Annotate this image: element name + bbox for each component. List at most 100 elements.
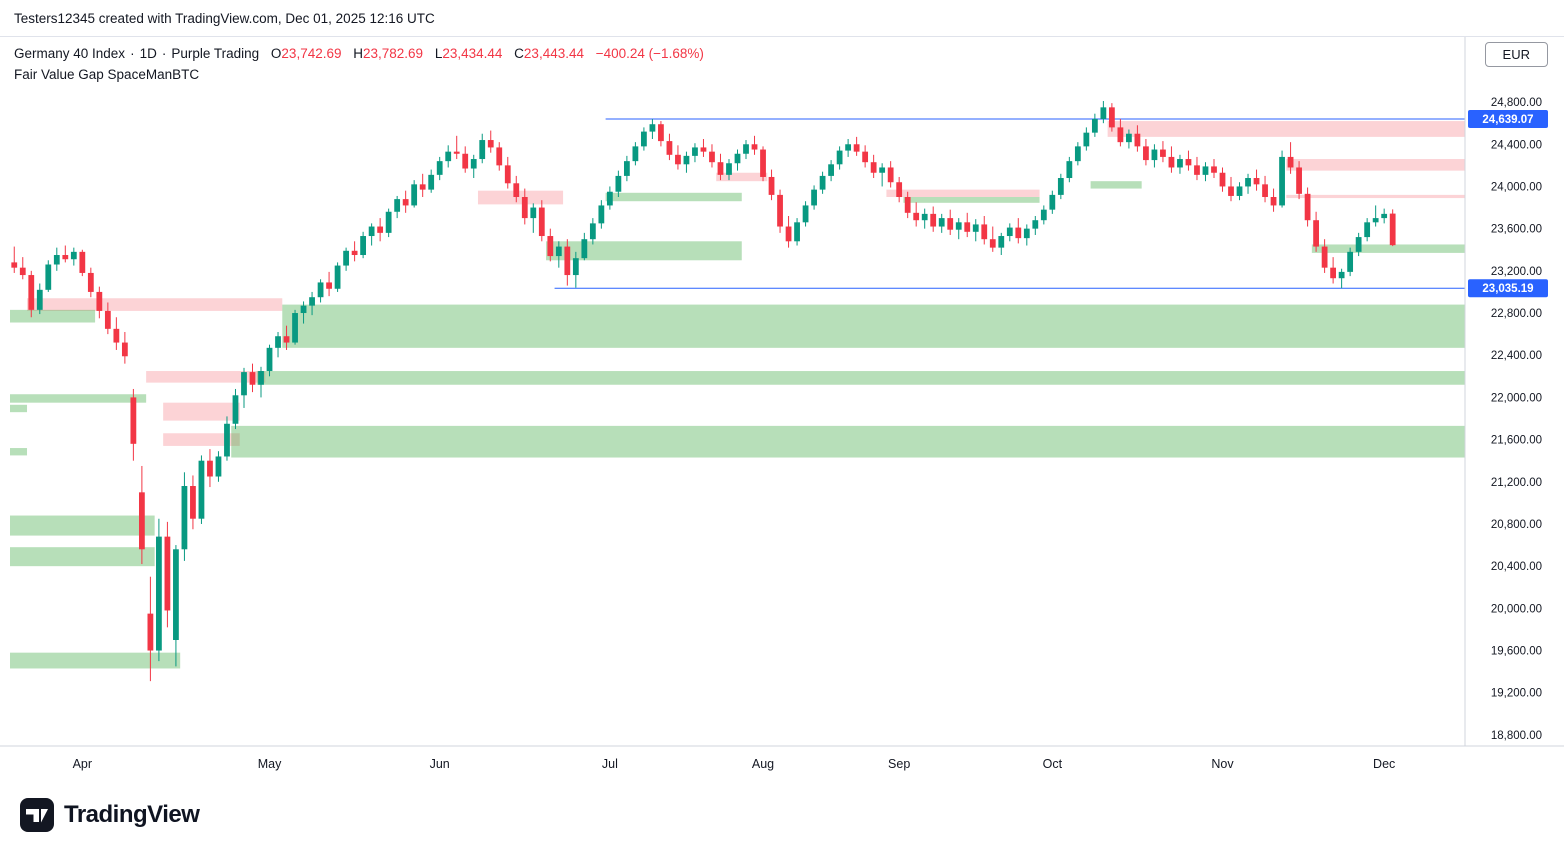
candle-body bbox=[1211, 166, 1217, 173]
candle-body bbox=[802, 205, 809, 223]
candle-body bbox=[1253, 178, 1260, 185]
candle-body bbox=[658, 124, 664, 142]
price-axis-label[interactable]: 20,400.00 bbox=[1491, 561, 1542, 573]
candle-body bbox=[1151, 149, 1158, 161]
candle-body bbox=[496, 147, 503, 166]
candle-body bbox=[777, 194, 783, 227]
price-axis-label[interactable]: 18,800.00 bbox=[1491, 730, 1542, 742]
candle-body bbox=[317, 282, 324, 298]
fvg-zone-bullish bbox=[231, 425, 1466, 458]
candle-body bbox=[819, 175, 826, 190]
price-axis-label[interactable]: 20,000.00 bbox=[1491, 603, 1542, 615]
candle-body bbox=[113, 328, 120, 343]
candle-body bbox=[11, 262, 18, 268]
price-axis-label[interactable]: 19,600.00 bbox=[1491, 646, 1542, 658]
candle-body bbox=[173, 549, 179, 640]
candle-body bbox=[700, 147, 707, 152]
price-axis-label[interactable]: 19,200.00 bbox=[1491, 688, 1542, 700]
candle-body bbox=[1330, 267, 1337, 279]
candle-body bbox=[692, 147, 698, 156]
candle-body bbox=[683, 155, 690, 165]
candle-body bbox=[1279, 156, 1285, 206]
price-axis-label[interactable]: 23,600.00 bbox=[1491, 224, 1542, 236]
candle-body bbox=[598, 205, 605, 224]
candle-body bbox=[45, 264, 52, 290]
candle-body bbox=[215, 456, 222, 477]
candle-body bbox=[853, 144, 860, 152]
candle-body bbox=[726, 163, 732, 175]
price-axis-label[interactable]: 22,800.00 bbox=[1491, 308, 1542, 320]
time-axis-label[interactable]: Jun bbox=[430, 757, 450, 771]
candle-body bbox=[870, 162, 877, 173]
price-axis-label[interactable]: 24,400.00 bbox=[1491, 139, 1542, 151]
candle-body bbox=[1313, 220, 1319, 247]
candle-body bbox=[462, 153, 469, 169]
candle-body bbox=[947, 218, 954, 230]
candle-body bbox=[981, 224, 988, 240]
candle-body bbox=[1006, 227, 1013, 237]
candle-body bbox=[1066, 161, 1073, 179]
candle-body bbox=[1143, 146, 1149, 161]
price-axis-label[interactable]: 23,200.00 bbox=[1491, 266, 1542, 278]
time-axis-label[interactable]: Jul bbox=[602, 757, 618, 771]
candle-body bbox=[555, 246, 562, 257]
candle-body bbox=[62, 255, 69, 260]
candle-body bbox=[632, 146, 639, 162]
candle-body bbox=[989, 239, 996, 248]
time-axis-label[interactable]: Aug bbox=[752, 757, 774, 771]
time-axis-label[interactable]: Nov bbox=[1211, 757, 1234, 771]
candle-body bbox=[207, 460, 213, 477]
fvg-zone-bullish bbox=[10, 652, 181, 669]
candle-body bbox=[606, 191, 613, 206]
fvg-zone-bearish bbox=[477, 190, 564, 205]
price-axis-label[interactable]: 24,000.00 bbox=[1491, 181, 1542, 193]
price-level-badge bbox=[1468, 279, 1548, 298]
candle-body bbox=[87, 272, 94, 292]
price-axis-label[interactable]: 22,000.00 bbox=[1491, 392, 1542, 404]
candle-body bbox=[402, 199, 409, 206]
candle-body bbox=[828, 164, 834, 176]
fvg-zone-bullish bbox=[903, 197, 1040, 203]
candle-body bbox=[760, 149, 766, 177]
candle-body bbox=[1023, 228, 1030, 239]
candle-body bbox=[666, 141, 673, 155]
candle-body bbox=[709, 151, 715, 163]
tradingview-logo-icon[interactable] bbox=[20, 797, 54, 832]
candle-body bbox=[1117, 127, 1124, 143]
fvg-zone-bullish bbox=[10, 309, 96, 323]
candle-body bbox=[1083, 132, 1090, 147]
fvg-zone-bearish bbox=[163, 433, 240, 446]
candle-body bbox=[411, 184, 418, 206]
time-axis-label[interactable]: Sep bbox=[888, 757, 910, 771]
candle-body bbox=[734, 153, 741, 164]
time-axis-label[interactable]: May bbox=[258, 757, 282, 771]
candle-body bbox=[972, 224, 979, 232]
candle-body bbox=[249, 372, 256, 385]
price-axis-label[interactable]: 24,800.00 bbox=[1491, 97, 1542, 109]
candle-body bbox=[615, 175, 622, 192]
price-axis-label[interactable]: 20,800.00 bbox=[1491, 519, 1542, 531]
time-axis-label[interactable]: Dec bbox=[1373, 757, 1395, 771]
fvg-zone-bearish bbox=[1286, 159, 1465, 171]
tradingview-logo-text[interactable]: TradingView bbox=[64, 800, 200, 828]
candle-body bbox=[1160, 149, 1166, 157]
price-axis-label[interactable]: 22,400.00 bbox=[1491, 350, 1542, 362]
candle-body bbox=[334, 265, 341, 289]
currency-button[interactable]: EUR bbox=[1484, 42, 1548, 67]
fvg-zone-bullish bbox=[1090, 181, 1142, 189]
price-axis-label[interactable]: 21,200.00 bbox=[1491, 477, 1542, 489]
attribution-bar: Testers12345 created with TradingView.co… bbox=[0, 0, 1564, 36]
candle-body bbox=[1245, 178, 1251, 187]
time-axis-label[interactable]: Apr bbox=[73, 757, 92, 771]
chart-canvas[interactable]: 24,800.00 24,400.00 24,000.00 23,600.00 23,2… bbox=[0, 37, 1564, 781]
fvg-zone-bullish bbox=[256, 371, 1465, 385]
candle-body bbox=[1338, 271, 1345, 279]
fvg-zone-bullish bbox=[546, 241, 742, 261]
fvg-zone-bullish bbox=[10, 394, 147, 403]
candle-body bbox=[1355, 237, 1362, 252]
candle-body bbox=[445, 151, 452, 162]
time-axis-label[interactable]: Oct bbox=[1043, 757, 1063, 771]
candle-body bbox=[436, 161, 443, 175]
price-axis-label[interactable]: 21,600.00 bbox=[1491, 435, 1542, 447]
price-level-badge-text: 23,035.19 bbox=[1482, 283, 1533, 295]
